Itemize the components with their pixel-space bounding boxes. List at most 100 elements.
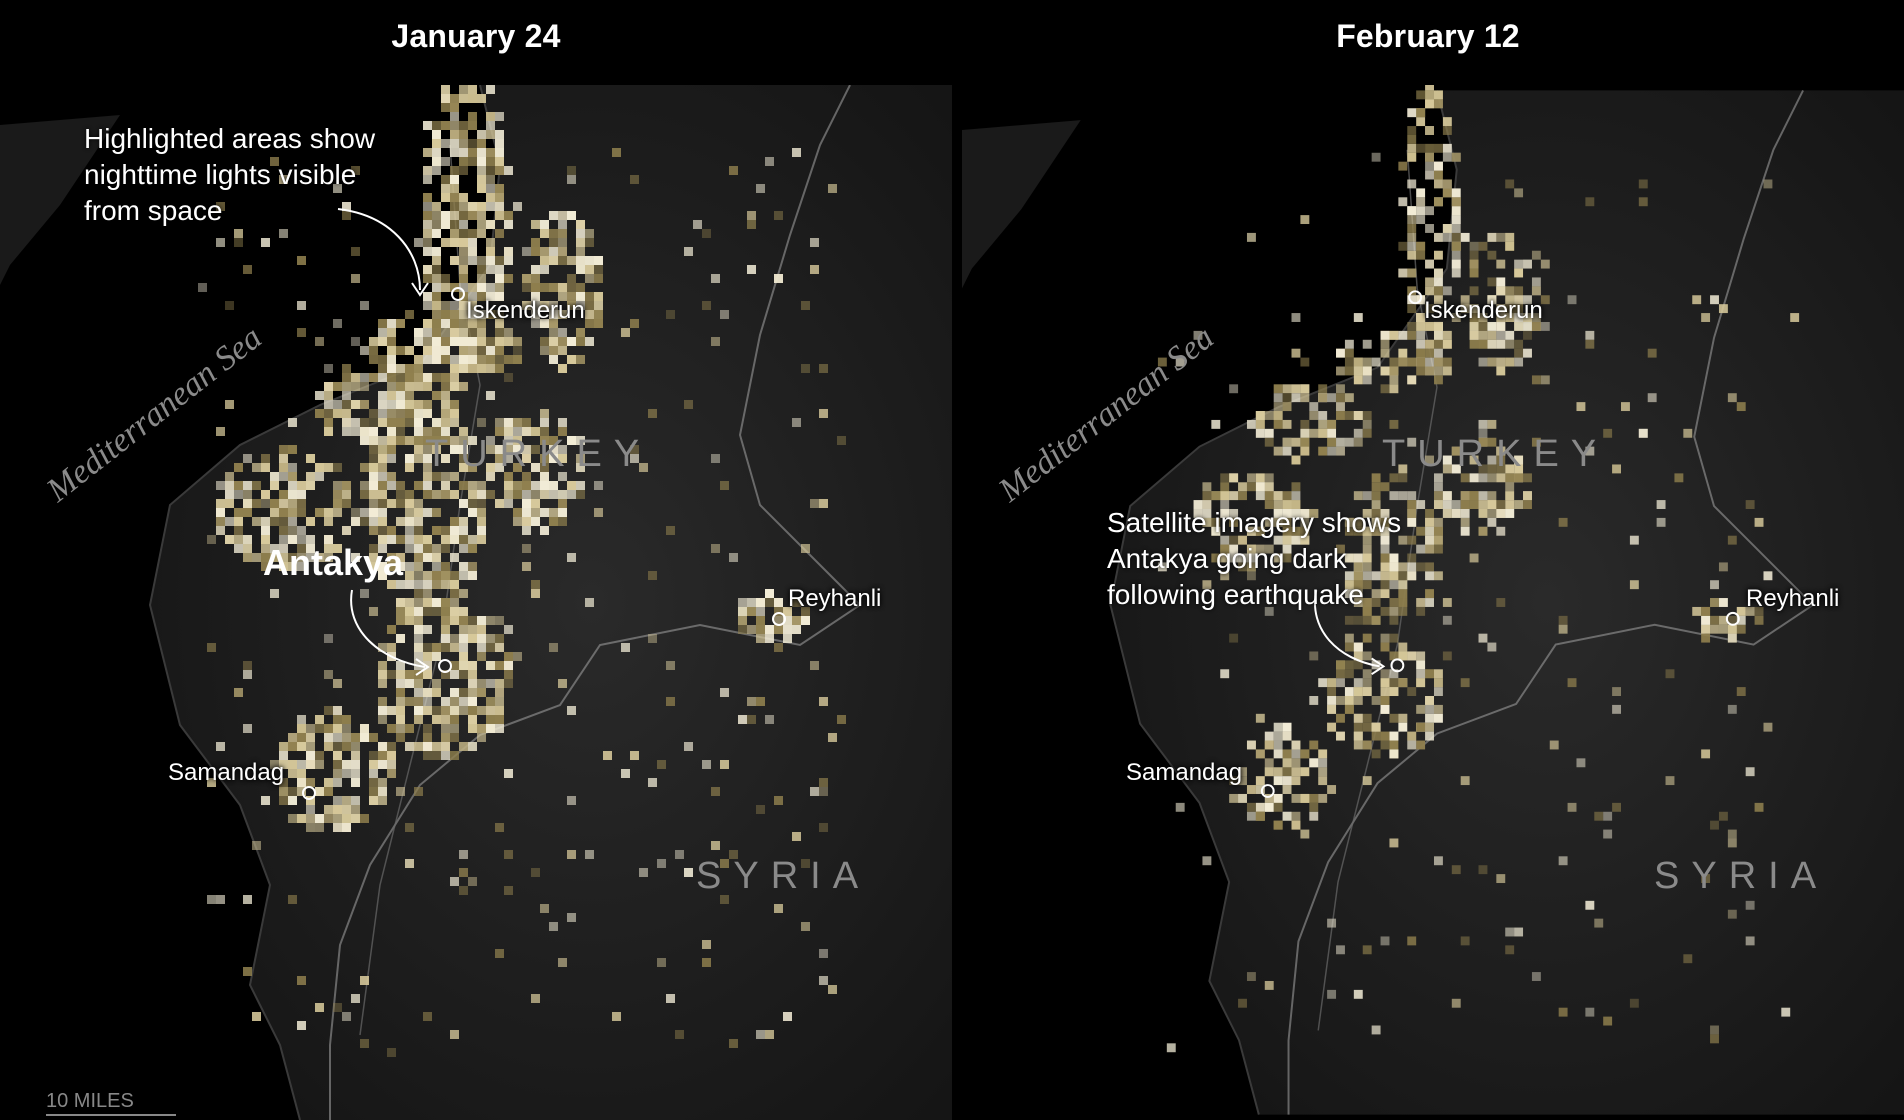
light-pixel	[1318, 758, 1328, 768]
light-pixel	[468, 247, 477, 256]
light-pixel	[792, 598, 801, 607]
light-pixel	[333, 508, 342, 517]
light-pixel	[1407, 143, 1417, 153]
light-pixel	[513, 481, 522, 490]
light-pixel	[441, 733, 450, 742]
light-pixel	[396, 481, 405, 490]
light-pixel	[459, 346, 468, 355]
light-pixel	[450, 688, 459, 697]
light-pixel	[459, 607, 468, 616]
light-pixel	[1478, 464, 1488, 474]
light-pixel	[531, 445, 540, 454]
light-pixel	[360, 976, 369, 985]
light-pixel	[1336, 348, 1345, 358]
light-pixel	[837, 715, 846, 724]
light-pixel	[486, 265, 495, 274]
light-pixel	[1336, 669, 1345, 679]
light-pixel	[1175, 802, 1185, 812]
light-pixel	[342, 427, 351, 436]
light-pixel	[1344, 669, 1354, 679]
light-pixel	[342, 715, 351, 724]
light-pixel	[441, 535, 450, 544]
light-pixel	[639, 463, 648, 472]
light-pixel	[423, 454, 432, 463]
light-pixel	[540, 418, 549, 427]
light-pixel	[396, 562, 405, 571]
light-pixel	[1273, 446, 1283, 456]
light-pixel	[495, 499, 504, 508]
light-pixel	[1362, 508, 1372, 518]
light-pixel	[1273, 517, 1283, 527]
light-pixel	[1220, 508, 1230, 518]
light-pixel	[1478, 330, 1488, 340]
light-pixel	[477, 211, 486, 220]
light-pixel	[594, 292, 603, 301]
light-pixel	[1514, 188, 1524, 198]
light-pixel	[396, 418, 405, 427]
light-pixel	[477, 130, 486, 139]
light-pixel	[423, 436, 432, 445]
light-pixel	[396, 679, 405, 688]
light-pixel	[1433, 197, 1443, 207]
light-pixel	[1220, 491, 1230, 501]
light-pixel	[459, 886, 468, 895]
light-pixel	[342, 409, 351, 418]
light-pixel	[1362, 776, 1372, 786]
light-pixel	[423, 238, 432, 247]
light-pixel	[378, 562, 387, 571]
light-pixel	[468, 301, 477, 310]
light-pixel	[549, 229, 558, 238]
light-pixel	[1220, 571, 1230, 581]
light-pixel	[414, 742, 423, 751]
light-pixel	[459, 256, 468, 265]
light-pixel	[279, 544, 288, 553]
light-pixel	[432, 688, 441, 697]
light-pixel	[576, 256, 585, 265]
light-pixel	[1398, 348, 1408, 358]
light-pixel	[1407, 241, 1417, 251]
light-pixel	[684, 742, 693, 751]
light-pixel	[594, 265, 603, 274]
light-pixel	[1469, 259, 1479, 269]
light-pixel	[1273, 802, 1283, 812]
light-pixel	[351, 769, 360, 778]
light-pixel	[1353, 651, 1363, 661]
light-pixel	[459, 220, 468, 229]
light-pixel	[1505, 927, 1515, 937]
light-pixel	[396, 499, 405, 508]
light-pixel	[1389, 375, 1399, 385]
light-pixel	[459, 481, 468, 490]
light-pixel	[396, 346, 405, 355]
light-pixel	[486, 292, 495, 301]
light-pixel	[441, 643, 450, 652]
light-pixel	[1505, 491, 1515, 501]
city-marker-iskenderun	[1408, 290, 1423, 305]
light-pixel	[360, 418, 369, 427]
light-pixel	[1273, 776, 1283, 786]
light-pixel	[432, 436, 441, 445]
light-pixel	[1407, 571, 1417, 581]
light-pixel	[1193, 330, 1203, 340]
light-pixel	[1433, 348, 1443, 358]
light-pixel	[252, 841, 261, 850]
light-pixel	[1487, 464, 1497, 474]
light-pixel	[459, 364, 468, 373]
light-pixel	[531, 274, 540, 283]
light-pixel	[567, 490, 576, 499]
light-pixel	[288, 895, 297, 904]
light-pixel	[252, 481, 261, 490]
light-pixel	[648, 778, 657, 787]
light-pixel	[1425, 90, 1434, 100]
light-pixel	[378, 472, 387, 481]
light-pixel	[1353, 678, 1363, 688]
light-pixel	[378, 517, 387, 526]
light-pixel	[225, 517, 234, 526]
light-pixel	[441, 157, 450, 166]
light-pixel	[360, 814, 369, 823]
light-pixel	[378, 670, 387, 679]
light-pixel	[477, 328, 486, 337]
light-pixel	[1398, 357, 1408, 367]
light-pixel	[450, 202, 459, 211]
light-pixel	[459, 463, 468, 472]
light-pixel	[1353, 687, 1363, 697]
